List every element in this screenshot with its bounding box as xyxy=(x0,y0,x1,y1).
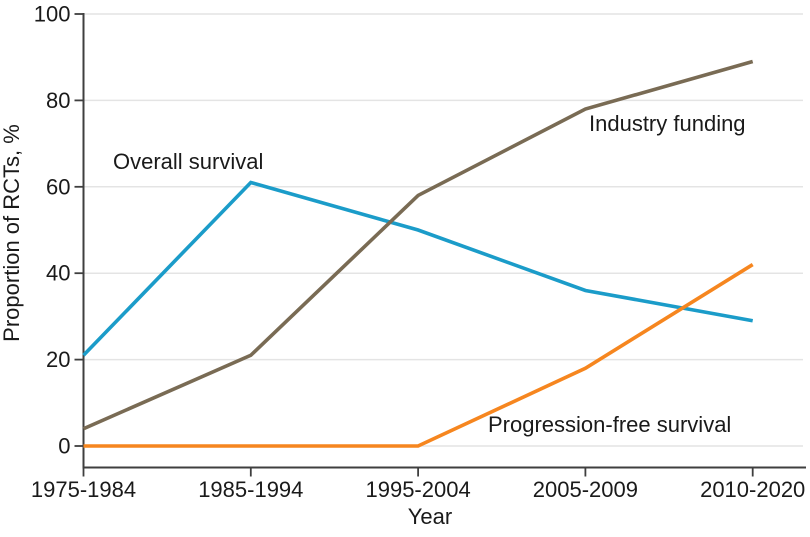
y-tick-label-100: 100 xyxy=(34,2,71,27)
axes-layer xyxy=(74,13,806,477)
x-tick-label-1: 1985-1994 xyxy=(198,477,303,502)
data-series-layer xyxy=(82,59,754,448)
x-tick-label-3: 2005-2009 xyxy=(533,477,638,502)
x-tick-label-2: 1995-2004 xyxy=(365,477,470,502)
series-line-industry-funding xyxy=(82,59,754,431)
y-tick-label-20: 20 xyxy=(46,347,70,372)
y-tick-label-40: 40 xyxy=(46,261,70,286)
x-axis-title: Year xyxy=(408,504,452,529)
y-tick-label-0: 0 xyxy=(58,434,70,459)
y-axis-title: Proportion of RCTs, % xyxy=(0,124,24,342)
x-tick-label-4: 2010-2020 xyxy=(700,477,805,502)
series-line-overall-survival xyxy=(82,180,754,357)
y-tick-label-80: 80 xyxy=(46,88,70,113)
series-annotations-layer: Overall survival Industry funding Progress… xyxy=(113,111,746,437)
overall-survival-label: Overall survival xyxy=(113,149,263,174)
x-tick-label-0: 1975-1984 xyxy=(31,477,136,502)
gridlines-layer xyxy=(83,13,803,447)
industry-funding-label: Industry funding xyxy=(589,111,746,136)
progression-free-survival-label: Progression-free survival xyxy=(488,412,731,437)
tick-labels-layer: 0 20 40 60 80 100 1975-1984 1985-1994 1995-2004 2… xyxy=(31,2,805,503)
y-tick-label-60: 60 xyxy=(46,174,70,199)
series-line-progression-free-survival xyxy=(83,263,754,448)
